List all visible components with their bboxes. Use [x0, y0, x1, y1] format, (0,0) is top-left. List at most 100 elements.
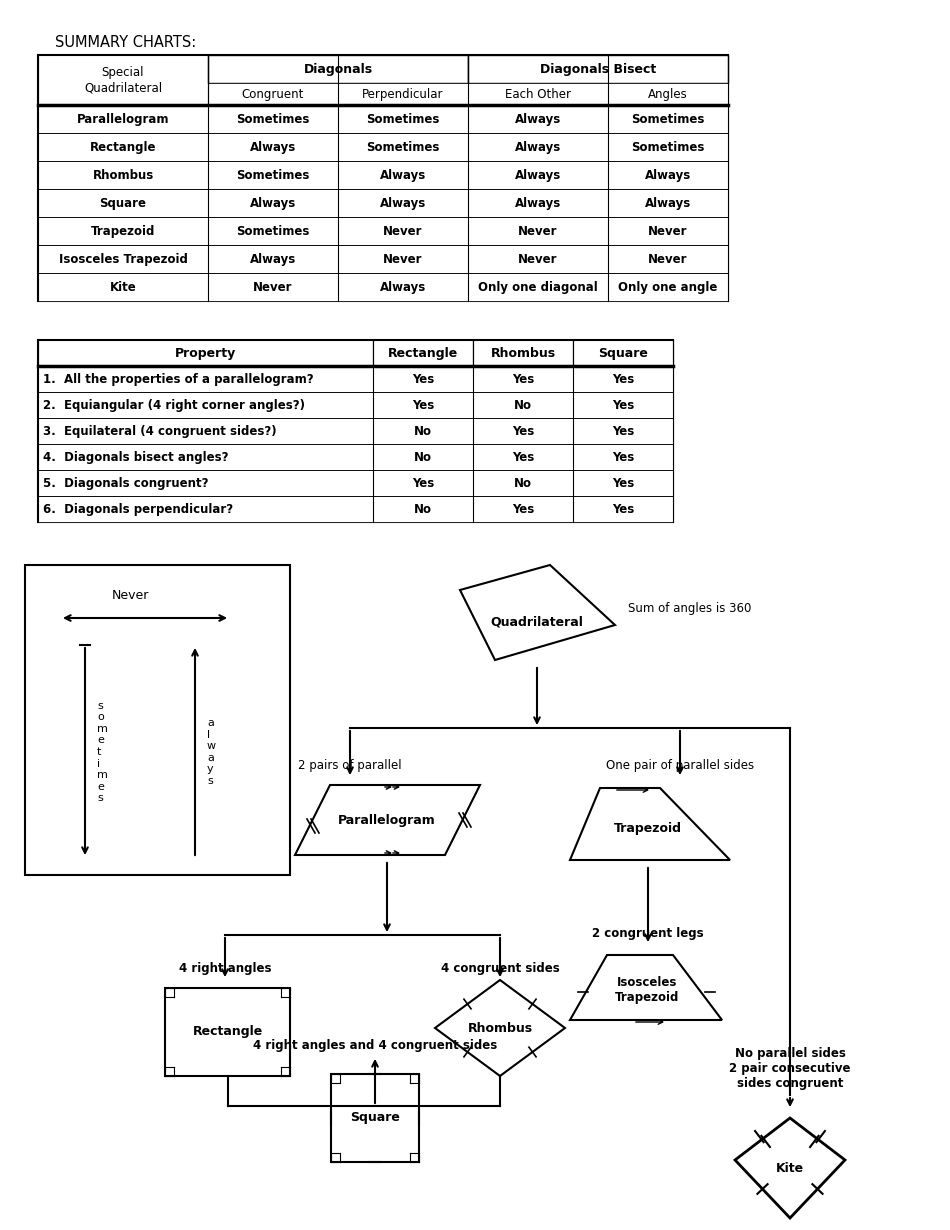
Text: Never: Never [519, 225, 558, 237]
Bar [338, 161, 468, 189]
Text: 4 congruent sides: 4 congruent sides [441, 962, 560, 975]
Text: One pair of parallel sides: One pair of parallel sides [606, 759, 754, 772]
Text: Always: Always [645, 169, 692, 182]
Text: Special
Quadrilateral: Special Quadrilateral [84, 66, 162, 93]
Text: Yes: Yes [612, 450, 635, 464]
Text: 4 right angles and 4 congruent sides: 4 right angles and 4 congruent sides [253, 1039, 497, 1052]
Text: Square: Square [350, 1112, 400, 1124]
Bar [38, 367, 373, 392]
Bar [373, 470, 473, 496]
Text: Always: Always [380, 280, 427, 294]
Text: Sometimes: Sometimes [237, 225, 310, 237]
Bar [473, 418, 573, 444]
Text: Always: Always [515, 197, 561, 209]
Bar [573, 444, 673, 470]
Bar [38, 470, 373, 496]
Text: 2.  Equiangular (4 right corner angles?): 2. Equiangular (4 right corner angles?) [43, 399, 305, 412]
Bar [38, 245, 208, 273]
Text: Sum of angles is 360: Sum of angles is 360 [628, 601, 751, 615]
Text: Isosceles Trapezoid: Isosceles Trapezoid [59, 252, 187, 266]
Bar [608, 133, 728, 161]
Text: Square: Square [100, 197, 146, 209]
Text: Only one angle: Only one angle [618, 280, 717, 294]
Text: Sometimes: Sometimes [237, 112, 310, 125]
Bar [608, 273, 728, 301]
Bar [608, 189, 728, 216]
Bar [608, 245, 728, 273]
Text: Perpendicular: Perpendicular [362, 87, 444, 101]
Bar [468, 133, 608, 161]
Text: Rectangle: Rectangle [192, 1026, 262, 1038]
Text: Rhombus: Rhombus [92, 169, 154, 182]
Text: Always: Always [380, 197, 427, 209]
Bar [338, 105, 468, 133]
Bar [373, 392, 473, 418]
Text: Always: Always [515, 140, 561, 154]
Bar [468, 55, 728, 82]
Bar [608, 216, 728, 245]
Text: Isosceles
Trapezoid: Isosceles Trapezoid [615, 975, 679, 1004]
Text: Diagonals: Diagonals [303, 63, 372, 75]
Text: Trapezoid: Trapezoid [91, 225, 155, 237]
Text: Sometimes: Sometimes [367, 112, 440, 125]
Bar [473, 367, 573, 392]
Bar [468, 273, 608, 301]
Bar [468, 82, 608, 105]
Text: 1.  All the properties of a parallelogram?: 1. All the properties of a parallelogram… [43, 373, 314, 385]
Bar [25, 565, 290, 875]
Bar [608, 82, 728, 105]
Bar [608, 161, 728, 189]
Text: Yes: Yes [612, 476, 635, 490]
Text: No: No [414, 424, 432, 438]
Bar [38, 105, 208, 133]
Bar [208, 55, 468, 82]
Text: No: No [514, 476, 532, 490]
Bar [573, 418, 673, 444]
Text: s
o
m
e
t
i
m
e
s: s o m e t i m e s [97, 701, 108, 803]
Bar [373, 367, 473, 392]
Text: Yes: Yes [612, 399, 635, 412]
Text: Rhombus: Rhombus [467, 1021, 533, 1034]
Bar [573, 339, 673, 367]
Bar [573, 367, 673, 392]
Bar [331, 1074, 419, 1162]
Text: Rhombus: Rhombus [490, 347, 556, 359]
Text: Yes: Yes [612, 503, 635, 515]
Bar [38, 161, 208, 189]
Bar [38, 216, 208, 245]
Bar [373, 418, 473, 444]
Bar [338, 216, 468, 245]
Bar [38, 392, 373, 418]
Bar [573, 470, 673, 496]
Bar [468, 245, 608, 273]
Text: Always: Always [515, 112, 561, 125]
Bar [208, 273, 338, 301]
Text: 3.  Equilateral (4 congruent sides?): 3. Equilateral (4 congruent sides?) [43, 424, 276, 438]
Bar [38, 418, 373, 444]
Text: Yes: Yes [412, 476, 434, 490]
Text: Property: Property [175, 347, 237, 359]
Text: Yes: Yes [412, 373, 434, 385]
Bar [208, 105, 338, 133]
Text: Sometimes: Sometimes [367, 140, 440, 154]
Text: Always: Always [380, 169, 427, 182]
Bar [38, 55, 728, 301]
Text: 2 congruent legs: 2 congruent legs [592, 927, 704, 940]
Bar [473, 496, 573, 522]
Text: a
l
w
a
y
s: a l w a y s [207, 718, 217, 786]
Text: Square: Square [598, 347, 648, 359]
Text: Only one diagonal: Only one diagonal [478, 280, 598, 294]
Text: Diagonals Bisect: Diagonals Bisect [540, 63, 656, 75]
Bar [338, 245, 468, 273]
Text: Never: Never [648, 252, 688, 266]
Bar [373, 339, 473, 367]
Bar [473, 470, 573, 496]
Text: No parallel sides
2 pair consecutive
sides congruent: No parallel sides 2 pair consecutive sid… [730, 1047, 851, 1090]
Text: 6.  Diagonals perpendicular?: 6. Diagonals perpendicular? [43, 503, 233, 515]
Text: Angles: Angles [648, 87, 688, 101]
Bar [338, 189, 468, 216]
Text: Parallelogram: Parallelogram [77, 112, 169, 125]
Bar [468, 189, 608, 216]
Text: 4 right angles: 4 right angles [179, 962, 272, 975]
Bar [373, 444, 473, 470]
